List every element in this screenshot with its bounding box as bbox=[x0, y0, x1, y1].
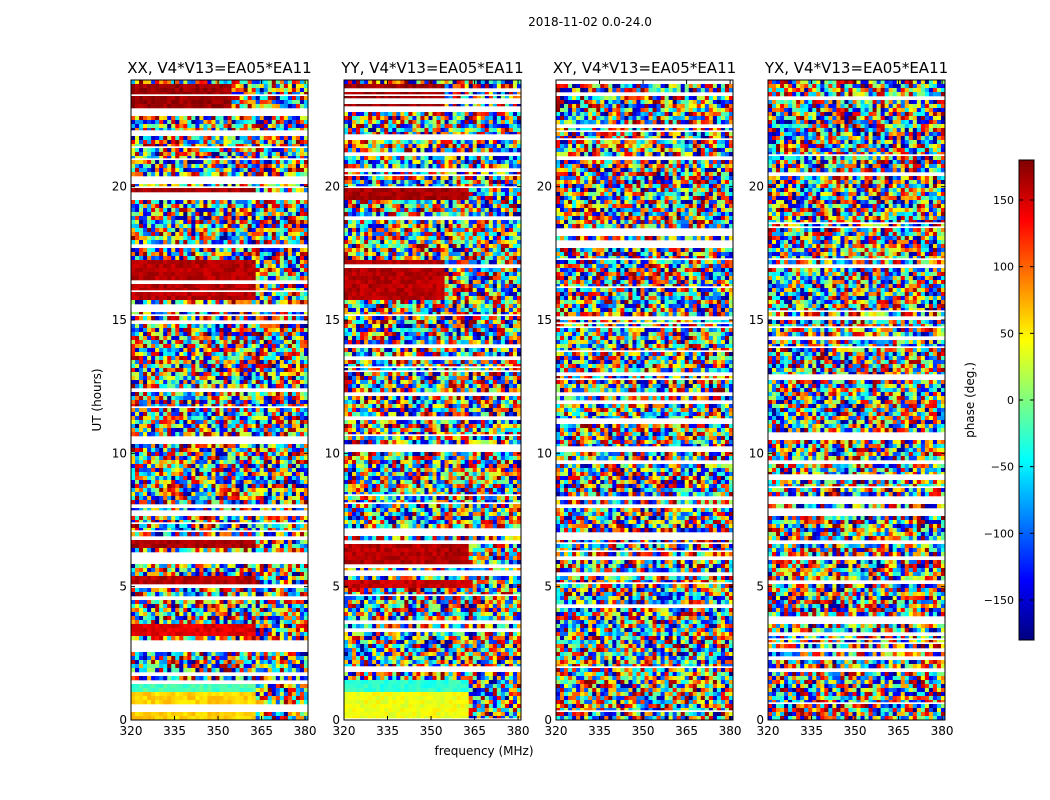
y-tick-label: 15 bbox=[749, 313, 764, 327]
y-tick-label: 20 bbox=[325, 180, 340, 194]
x-axis-label: frequency (MHz) bbox=[434, 744, 533, 758]
y-tick-label: 15 bbox=[325, 313, 340, 327]
y-axis-label: UT (hours) bbox=[90, 368, 104, 431]
colorbar-tick-label: 50 bbox=[1000, 327, 1014, 340]
x-tick-label: 335 bbox=[376, 724, 399, 738]
x-tick-label: 350 bbox=[420, 724, 443, 738]
y-tick-label: 5 bbox=[332, 580, 340, 594]
y-tick-label: 10 bbox=[112, 446, 127, 460]
colorbar-tick-label: −150 bbox=[984, 594, 1014, 607]
panel-frame bbox=[767, 79, 946, 721]
x-tick-label: 350 bbox=[632, 724, 655, 738]
y-tick-label: 15 bbox=[112, 313, 127, 327]
y-tick-label: 0 bbox=[332, 713, 340, 727]
y-tick-label: 10 bbox=[537, 446, 552, 460]
heatmap-1 bbox=[344, 80, 521, 720]
panel-frame bbox=[130, 79, 309, 721]
x-tick-label: 350 bbox=[207, 724, 230, 738]
x-tick-label: 335 bbox=[800, 724, 823, 738]
y-tick-label: 0 bbox=[756, 713, 764, 727]
y-tick-label: 10 bbox=[325, 446, 340, 460]
x-tick-label: 365 bbox=[250, 724, 273, 738]
y-tick-label: 20 bbox=[537, 180, 552, 194]
colorbar-label: phase (deg.) bbox=[963, 362, 977, 438]
x-tick-label: 365 bbox=[675, 724, 698, 738]
x-tick-label: 320 bbox=[545, 724, 568, 738]
y-tick-label: 5 bbox=[119, 580, 127, 594]
suptitle: 2018-11-02 0.0-24.0 bbox=[528, 15, 652, 29]
colorbar-tick-label: 150 bbox=[993, 194, 1014, 207]
colorbar-tick-label: −50 bbox=[991, 461, 1014, 474]
x-tick-label: 365 bbox=[463, 724, 486, 738]
panel-0: XX, V4*V13=EA05*EA11 320 335 350 365 380 0 5 10 1… bbox=[112, 59, 317, 738]
x-tick-label: 320 bbox=[120, 724, 143, 738]
heatmap-3 bbox=[768, 80, 945, 720]
colorbar-tick-label: 100 bbox=[993, 261, 1014, 274]
y-tick-label: 0 bbox=[544, 713, 552, 727]
panel-title: XY, V4*V13=EA05*EA11 bbox=[553, 59, 736, 77]
panel-frame bbox=[555, 79, 734, 721]
x-tick-label: 380 bbox=[719, 724, 742, 738]
panel-title: YY, V4*V13=EA05*EA11 bbox=[340, 59, 523, 77]
heatmap-0 bbox=[131, 80, 308, 720]
x-tick-label: 380 bbox=[294, 724, 317, 738]
y-tick-label: 20 bbox=[112, 180, 127, 194]
panel-2: XY, V4*V13=EA05*EA11 320 335 350 365 380 0 5 10 1… bbox=[537, 59, 742, 738]
y-tick-label: 5 bbox=[756, 580, 764, 594]
panel-title: XX, V4*V13=EA05*EA11 bbox=[127, 59, 311, 77]
panel-title: YX, V4*V13=EA05*EA11 bbox=[764, 59, 948, 77]
panel-1: YY, V4*V13=EA05*EA11 320 335 350 365 380 0 5 10 1… bbox=[325, 59, 530, 738]
x-tick-label: 365 bbox=[887, 724, 910, 738]
colorbar: 150 100 50 0 −50 −100 −150 bbox=[984, 159, 1035, 641]
y-tick-label: 15 bbox=[537, 313, 552, 327]
y-tick-label: 5 bbox=[544, 580, 552, 594]
y-tick-label: 10 bbox=[749, 446, 764, 460]
y-tick-label: 20 bbox=[749, 180, 764, 194]
panel-3: YX, V4*V13=EA05*EA11 320 335 350 365 380 0 5 10 1… bbox=[749, 59, 954, 738]
x-tick-label: 350 bbox=[844, 724, 867, 738]
panel-frame bbox=[343, 79, 522, 721]
colorbar-tick-label: −100 bbox=[984, 527, 1014, 540]
y-tick-label: 0 bbox=[119, 713, 127, 727]
x-tick-label: 380 bbox=[507, 724, 530, 738]
x-tick-label: 320 bbox=[757, 724, 780, 738]
x-tick-label: 335 bbox=[163, 724, 186, 738]
x-tick-label: 380 bbox=[931, 724, 954, 738]
x-tick-label: 335 bbox=[588, 724, 611, 738]
x-tick-label: 320 bbox=[333, 724, 356, 738]
heatmap-2 bbox=[556, 80, 733, 720]
colorbar-tick-label: 0 bbox=[1007, 394, 1014, 407]
